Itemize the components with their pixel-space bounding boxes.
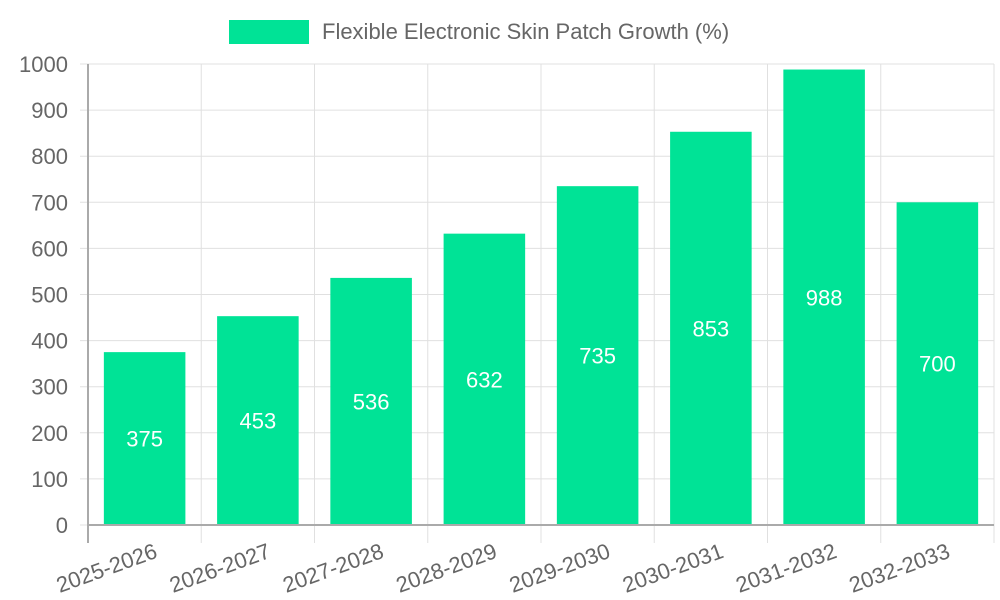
bar-value-label: 632 <box>466 367 503 392</box>
y-axis-ticks: 0 100 200 300 400 500 600 700 800 900 1000 <box>19 52 68 538</box>
bar[interactable] <box>896 202 979 526</box>
y-tick-label: 700 <box>31 190 68 215</box>
bar[interactable] <box>556 186 639 526</box>
data-labels: 375 453 536 632 735 853 988 700 <box>126 285 955 451</box>
x-tick-label: 2031-2032 <box>732 538 839 597</box>
bar[interactable] <box>103 352 186 525</box>
x-tick-label: 2027-2028 <box>279 538 386 597</box>
x-tick-label: 2030-2031 <box>619 538 726 597</box>
y-tick-label: 300 <box>31 375 68 400</box>
legend-swatch <box>229 20 309 44</box>
bar-value-label: 700 <box>919 352 956 377</box>
axes <box>87 64 994 543</box>
y-tick-label: 200 <box>31 421 68 446</box>
x-tick-label: 2032-2033 <box>846 538 953 597</box>
chart-legend[interactable]: Flexible Electronic Skin Patch Growth (%… <box>229 19 729 45</box>
bar-value-label: 375 <box>126 427 163 452</box>
x-tick-label: 2028-2029 <box>393 538 500 597</box>
y-tick-label: 0 <box>56 513 68 538</box>
bar[interactable] <box>670 131 752 525</box>
bar[interactable] <box>443 233 526 525</box>
y-tick-label: 900 <box>31 98 68 123</box>
bar-value-label: 853 <box>693 316 730 341</box>
bar-value-label: 453 <box>240 409 277 434</box>
x-axis-ticks: 2025-2026 2026-2027 2027-2028 2028-2029 2029… <box>53 538 953 597</box>
x-tick-label: 2029-2030 <box>506 538 613 597</box>
bar[interactable] <box>217 316 299 525</box>
y-tick-label: 400 <box>31 329 68 354</box>
x-tick-label: 2026-2027 <box>166 538 273 597</box>
x-tick-label: 2025-2026 <box>53 538 160 597</box>
bar[interactable] <box>783 69 865 526</box>
legend-label: Flexible Electronic Skin Patch Growth (%… <box>322 19 730 44</box>
bar-value-label: 988 <box>806 285 843 310</box>
y-tick-label: 500 <box>31 283 68 308</box>
y-tick-label: 1000 <box>19 52 68 77</box>
bar-value-label: 536 <box>353 389 390 414</box>
bar[interactable] <box>330 277 412 525</box>
bar-value-label: 735 <box>579 344 616 369</box>
y-tick-label: 100 <box>31 467 68 492</box>
bar-series <box>103 69 979 526</box>
y-tick-label: 800 <box>31 144 68 169</box>
y-tick-label: 600 <box>31 236 68 261</box>
